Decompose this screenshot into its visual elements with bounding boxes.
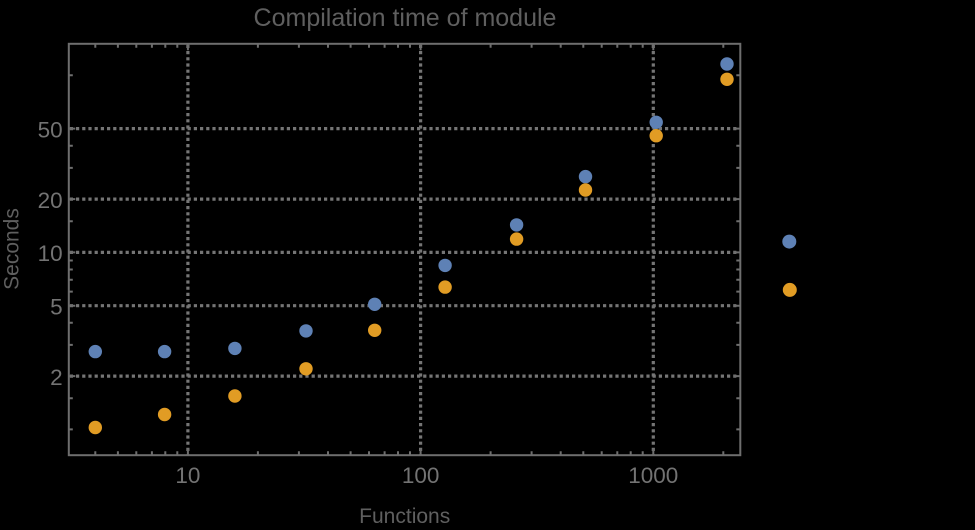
- svg-text:Seconds: Seconds: [1, 208, 24, 290]
- svg-text:1000: 1000: [628, 463, 678, 488]
- svg-text:100: 100: [402, 463, 440, 488]
- svg-text:5: 5: [50, 295, 63, 320]
- svg-text:2: 2: [50, 365, 63, 390]
- svg-text:10: 10: [38, 241, 63, 266]
- svg-text:Compilation time of module: Compilation time of module: [254, 4, 557, 32]
- svg-text:20: 20: [38, 188, 63, 213]
- svg-text:50: 50: [38, 117, 63, 142]
- svg-text:Functions: Functions: [359, 505, 450, 525]
- svg-text:10: 10: [175, 463, 200, 488]
